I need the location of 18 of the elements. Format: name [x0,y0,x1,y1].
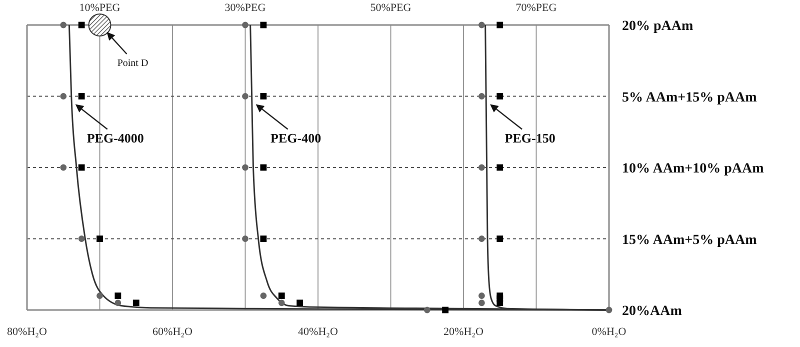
x-tick-label: 80%H₂O [7,326,47,338]
x2-tick-label: 50%PEG [370,2,412,14]
text: 20%AAm [622,304,682,319]
x-tick-label: 0%H₂O [592,326,626,338]
text: 20% pAAm [622,19,694,34]
x-tick-label: 40%H₂O [298,326,338,338]
annotation: PEG-150 [504,130,556,146]
annotation: PEG-400 [270,130,322,146]
x2-tick-label: 70%PEG [516,2,557,14]
annotation: Point D [117,58,148,69]
ref-line-label: 15% AAm+5% pAAm [622,232,758,248]
ref-line-label: 5% AAm+15% pAAm [622,90,758,106]
annotation: PEG-4000 [86,130,144,146]
x-tick-label: 60%H₂O [152,326,192,338]
ref-line-label: 10% AAm+10% pAAm [622,162,764,176]
x2-tick-label: 30%PEG [224,2,266,14]
x2-tick-label: 10%PEG [79,2,120,14]
x-tick-label: 20%H₂O [444,326,484,338]
